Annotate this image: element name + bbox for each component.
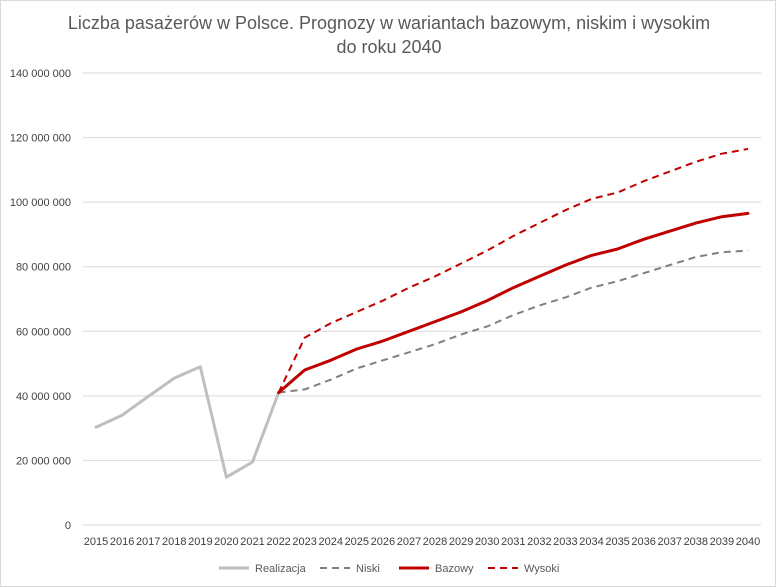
x-tick-label-2032: 2032 <box>527 536 551 548</box>
x-tick-label-2017: 2017 <box>136 536 160 548</box>
x-axis-tick-labels: 2015 2016 2017 2018 2019 2020 2021 2022 2023 2024… <box>84 536 760 548</box>
chart-title-line-2: do roku 2040 <box>336 37 441 57</box>
x-tick-label-2038: 2038 <box>684 536 708 548</box>
series-line-niski <box>278 249 749 394</box>
chart-title-line-1: Liczba pasażerów w Polsce. Prognozy w wa… <box>68 13 710 33</box>
x-tick-label-2025: 2025 <box>345 536 369 548</box>
x-tick-label-2026: 2026 <box>371 536 395 548</box>
x-tick-label-2040: 2040 <box>736 536 760 548</box>
y-tick-label: 0 <box>65 520 71 532</box>
x-tick-label-2030: 2030 <box>475 536 499 548</box>
y-tick-label: 100 000 000 <box>10 197 71 209</box>
x-tick-label-2033: 2033 <box>553 536 577 548</box>
y-tick-label: 40 000 000 <box>16 391 71 403</box>
series-line-wysoki <box>277 147 749 394</box>
x-tick-label-2035: 2035 <box>605 536 629 548</box>
series-line-bazowy <box>277 211 750 395</box>
legend-label-wysoki: Wysoki <box>524 563 559 575</box>
series-line-realizacja <box>94 365 281 479</box>
x-tick-label-2021: 2021 <box>240 536 264 548</box>
x-tick-label-2039: 2039 <box>710 536 734 548</box>
legend-label-niski: Niski <box>356 563 380 575</box>
x-tick-label-2018: 2018 <box>162 536 186 548</box>
x-tick-label-2036: 2036 <box>631 536 655 548</box>
legend-label-bazowy: Bazowy <box>435 563 474 575</box>
x-tick-label-2037: 2037 <box>657 536 681 548</box>
x-tick-label-2027: 2027 <box>397 536 421 548</box>
x-tick-label-2024: 2024 <box>318 536 342 548</box>
y-tick-label: 20 000 000 <box>16 455 71 467</box>
gridlines <box>83 72 761 526</box>
x-tick-label-2034: 2034 <box>579 536 603 548</box>
y-tick-label: 140 000 000 <box>10 68 71 80</box>
x-tick-label-2022: 2022 <box>266 536 290 548</box>
x-tick-label-2020: 2020 <box>214 536 238 548</box>
x-tick-label-2016: 2016 <box>110 536 134 548</box>
x-tick-label-2028: 2028 <box>423 536 447 548</box>
y-tick-label: 120 000 000 <box>10 133 71 145</box>
x-tick-label-2015: 2015 <box>84 536 108 548</box>
x-tick-label-2031: 2031 <box>501 536 525 548</box>
x-tick-label-2019: 2019 <box>188 536 212 548</box>
legend-label-realizacja: Realizacja <box>255 563 307 575</box>
x-tick-label-2023: 2023 <box>292 536 316 548</box>
y-tick-label: 80 000 000 <box>16 262 71 274</box>
series-lines <box>94 147 750 479</box>
y-axis-tick-labels: 0 20 000 000 40 000 000 60 000 000 80 000 00… <box>10 68 71 532</box>
x-tick-label-2029: 2029 <box>449 536 473 548</box>
legend: Realizacja Niski Bazowy Wysoki <box>219 563 559 575</box>
y-tick-label: 60 000 000 <box>16 326 71 338</box>
